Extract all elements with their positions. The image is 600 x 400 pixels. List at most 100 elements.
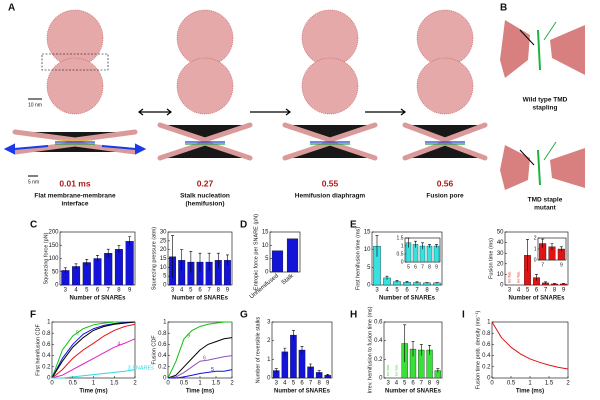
error-bar <box>411 341 415 357</box>
panel-letter: B <box>500 3 507 14</box>
bar <box>72 266 81 286</box>
x-tick-label: 7 <box>207 288 211 294</box>
error-bar <box>526 239 529 272</box>
x-tick-label: 8 <box>117 288 121 294</box>
panel-letter: I <box>462 310 465 321</box>
y-tick-label: 50 <box>497 230 504 236</box>
y-tick-label: 20 <box>497 261 504 267</box>
error-bar <box>562 283 565 285</box>
error-bar <box>395 280 399 283</box>
y-tick-label: 1 <box>47 320 51 326</box>
bar <box>426 245 433 263</box>
series-line <box>51 321 136 379</box>
y-tick-label: 0 <box>163 283 167 289</box>
x-tick-label: 9 <box>435 288 439 294</box>
x-tick-label: 7 <box>544 288 548 294</box>
bar <box>125 241 134 286</box>
error-bar <box>198 252 202 271</box>
y-axis-label: Fusion CDF <box>151 335 157 365</box>
caption: mutant <box>534 205 557 212</box>
y-tick-label: 1 <box>487 320 491 326</box>
y-tick-label: 10 <box>160 265 167 271</box>
y-tick-label: 5 <box>265 256 269 262</box>
error-bar <box>559 246 563 252</box>
error-bar <box>419 344 423 356</box>
error-bar <box>421 242 424 250</box>
x-tick-label: 5 <box>403 381 407 387</box>
y-tick-label: 0.8 <box>42 331 51 337</box>
note: no fus. <box>393 364 398 376</box>
y-tick-label: 5 <box>163 274 167 280</box>
x-axis-label: Number of SNAREs <box>69 296 126 302</box>
x-tick-label: 1 <box>528 381 532 387</box>
error-bar <box>403 324 407 363</box>
x-tick-label: 8 <box>428 264 431 270</box>
y-tick-label: 2 <box>534 235 537 241</box>
x-tick-label: 9 <box>128 288 132 294</box>
panel-letter: F <box>30 310 36 321</box>
caption: Hemifusion diaphragm <box>295 193 366 200</box>
y-tick-label: 0.2 <box>42 364 51 370</box>
y-tick-label: 1.5 <box>397 235 404 241</box>
y-tick-label: 0 <box>367 283 371 289</box>
x-tick-label: 6 <box>411 381 415 387</box>
x-tick-label: 5 <box>407 264 410 270</box>
bar <box>286 238 299 273</box>
x-tick-label: 6 <box>405 288 409 294</box>
y-tick-label: 0 <box>55 283 59 289</box>
error-bar <box>428 244 431 248</box>
x-tick-label: 7 <box>420 381 424 387</box>
x-tick-label: 7 <box>107 288 111 294</box>
y-tick-label: 0 <box>487 376 491 382</box>
bar <box>82 262 91 286</box>
time-label: 0.01 ms <box>59 178 90 188</box>
x-tick-label: 5 <box>526 288 530 294</box>
panel-letter: A <box>8 3 15 14</box>
y-tick-label: 15 <box>364 230 371 236</box>
error-bar <box>63 267 67 274</box>
x-tick-label: 9 <box>326 381 330 387</box>
y-tick-label: 100 <box>48 256 59 262</box>
error-bar <box>189 251 193 273</box>
error-bar <box>535 274 538 281</box>
panel-letter: G <box>240 310 248 321</box>
x-tick-label: 0 <box>50 381 54 387</box>
x-tick-label: 6 <box>535 288 539 294</box>
bar <box>298 349 306 379</box>
x-tick-label: Stalk <box>281 273 296 287</box>
error-bar <box>207 252 211 271</box>
y-tick-label: 0 <box>500 283 504 289</box>
caption: Fusion pore <box>426 193 464 200</box>
y-tick-label: 40 <box>497 240 504 246</box>
y-tick-label: 0.6 <box>374 320 383 326</box>
caption: (hemifusion) <box>186 201 225 208</box>
x-tick-label: 2 <box>566 381 570 387</box>
y-tick-label: 0 <box>267 376 271 382</box>
series-line <box>51 321 136 379</box>
x-tick-label: 0.5 <box>180 381 189 387</box>
y-tick-label: 1 <box>401 243 404 249</box>
x-tick-label: 6 <box>414 264 417 270</box>
y-tick-label: 0 <box>379 376 383 382</box>
caption: interface <box>61 201 88 208</box>
y-tick-label: 0 <box>265 270 269 276</box>
x-tick-label: 7 <box>309 381 313 387</box>
series-line <box>51 338 136 379</box>
error-bar <box>436 368 440 373</box>
x-tick-label: 1 <box>92 381 96 387</box>
x-axis-label: Number of SNAREs <box>172 296 229 302</box>
x-tick-label: 7 <box>421 264 424 270</box>
time-label: 0.55 <box>322 178 339 188</box>
x-tick-label: 4 <box>74 288 78 294</box>
panel-letter: C <box>30 220 37 231</box>
x-tick-label: 4 <box>180 288 184 294</box>
x-tick-label: 1 <box>198 381 202 387</box>
x-axis-label: Time (ms) <box>186 389 214 395</box>
series-line <box>491 321 569 370</box>
error-bar <box>300 345 304 354</box>
x-tick-label: 5 <box>292 381 296 387</box>
caption: Stalk nucleation <box>180 193 230 200</box>
error-bar <box>74 263 78 270</box>
error-bar <box>541 238 545 248</box>
